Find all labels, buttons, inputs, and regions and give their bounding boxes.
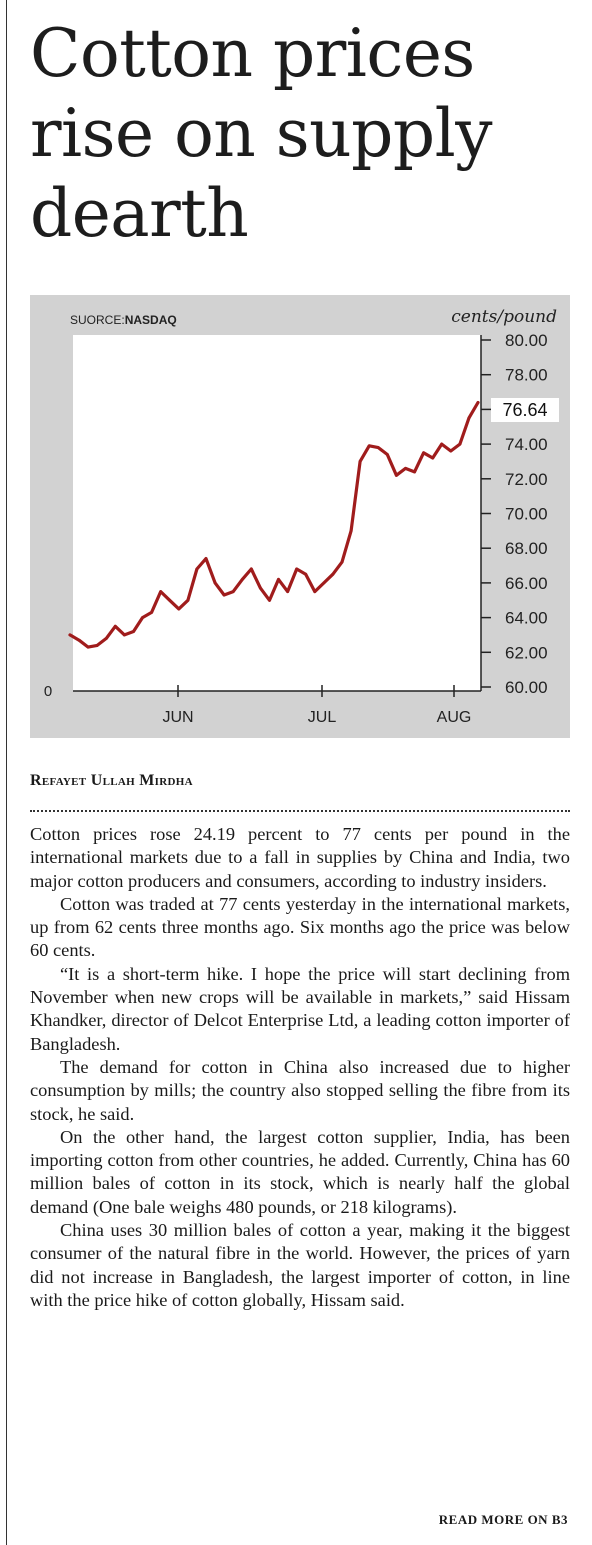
data-point <box>150 611 153 614</box>
y-tick-label: 70.00 <box>505 505 548 524</box>
data-point <box>104 637 108 640</box>
headline: Cotton prices rise on supply dearth <box>30 15 493 252</box>
data-point <box>404 467 407 470</box>
y-tick-label: 62.00 <box>505 643 548 662</box>
data-point <box>132 630 135 633</box>
data-point <box>213 581 217 585</box>
chart-canvas: SUORCE:NASDAQ cents/pound 0 80.00 78.00 76… <box>44 307 559 726</box>
y-tick-label: 78.00 <box>505 366 548 385</box>
y-tick-label: 72.00 <box>505 470 548 489</box>
data-point <box>449 449 453 453</box>
data-point <box>159 590 163 593</box>
data-point <box>385 453 389 456</box>
paragraph: On the other hand, the largest cotton su… <box>30 1126 570 1217</box>
data-point <box>395 473 398 477</box>
data-point <box>349 529 353 533</box>
y-tick-label: 64.00 <box>505 609 548 628</box>
data-point <box>204 557 208 560</box>
data-point <box>231 590 235 593</box>
data-point <box>77 638 81 642</box>
paragraph: China uses 30 million bales of cotton a … <box>30 1220 570 1310</box>
price-chart: SUORCE:NASDAQ cents/pound 0 80.00 78.00 76… <box>30 295 570 738</box>
x-tick-label: JUN <box>162 709 193 726</box>
x-tick-label: AUG <box>437 709 472 726</box>
data-point <box>113 624 117 628</box>
source-label: SUORCE: <box>70 313 125 327</box>
data-point <box>95 644 99 647</box>
y-tick-label: 68.00 <box>505 539 548 558</box>
price-series-line <box>68 400 480 649</box>
data-point <box>277 578 280 581</box>
data-point <box>376 446 380 449</box>
data-point <box>177 607 181 611</box>
column-rule <box>6 0 7 1545</box>
data-point <box>195 567 199 571</box>
paragraph: Cotton was traded at 77 cents yesterday … <box>30 893 570 961</box>
data-point <box>340 560 344 564</box>
data-point <box>240 578 244 581</box>
article-body: Cotton prices rose 24.19 percent to 77 c… <box>30 823 570 1312</box>
y-tick-label: 80.00 <box>505 331 548 350</box>
data-point <box>476 401 480 404</box>
data-point <box>123 633 126 637</box>
data-point <box>322 581 326 585</box>
data-point <box>295 567 299 571</box>
data-point <box>141 616 144 619</box>
data-point <box>249 567 253 571</box>
byline-divider <box>30 810 570 812</box>
data-point <box>86 645 90 649</box>
y-tick-label: 60.00 <box>505 678 548 697</box>
data-point <box>422 451 425 455</box>
data-point <box>286 590 289 593</box>
data-point <box>331 572 335 576</box>
data-point <box>440 442 444 446</box>
data-point <box>168 598 172 602</box>
byline: Refayet Ullah Mirdha <box>30 772 193 789</box>
data-point <box>358 460 362 463</box>
data-point <box>222 593 226 597</box>
source-value: NASDAQ <box>125 313 177 327</box>
svg-text:SUORCE:NASDAQ: SUORCE:NASDAQ <box>70 313 177 327</box>
data-point <box>467 416 471 420</box>
data-point <box>413 470 416 474</box>
data-point <box>313 590 317 593</box>
y-tick-label: 66.00 <box>505 574 548 593</box>
current-value-box <box>491 398 559 422</box>
paragraph: Cotton prices rose 24.19 percent to 77 c… <box>30 824 570 891</box>
y-axis-label: cents/pound <box>451 307 557 327</box>
data-point <box>68 633 72 637</box>
plot-area <box>73 335 481 691</box>
data-point <box>304 572 308 576</box>
data-point <box>186 598 190 602</box>
y-tick-label: 74.00 <box>505 435 548 454</box>
zero-label: 0 <box>44 683 52 700</box>
paragraph: “It is a short-term hike. I hope the pri… <box>30 963 570 1054</box>
data-point <box>268 598 271 602</box>
x-tick-label: JUL <box>308 709 337 726</box>
read-more-link[interactable]: READ MORE ON B3 <box>438 1512 568 1527</box>
data-point <box>431 456 435 460</box>
data-point <box>458 442 462 446</box>
paragraph: The demand for cotton in China also incr… <box>30 1056 570 1124</box>
current-value-label: 76.64 <box>502 400 547 420</box>
data-point <box>259 586 262 590</box>
data-point <box>367 444 371 448</box>
